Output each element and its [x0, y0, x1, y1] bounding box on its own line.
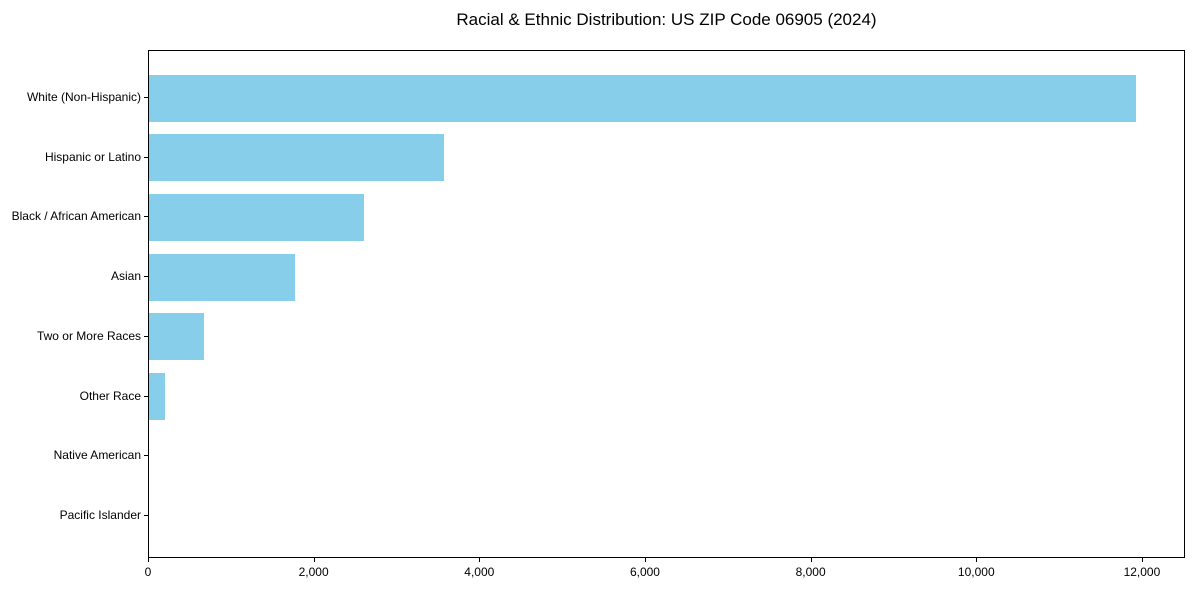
y-tick-mark: [144, 216, 148, 218]
x-tick-label-4000: 4,000: [464, 565, 495, 579]
y-tick-mark: [144, 335, 148, 337]
bar-other-race: [149, 373, 165, 420]
y-tick-label-hispanic-or-latino: Hispanic or Latino: [44, 149, 141, 164]
x-tick-label-8000: 8,000: [795, 565, 826, 579]
y-tick-mark: [144, 395, 148, 397]
x-tick-mark: [148, 558, 149, 562]
x-tick-mark: [313, 558, 315, 562]
y-tick-mark: [144, 156, 148, 158]
x-tick-mark: [479, 558, 481, 562]
x-tick-label-0: 0: [144, 565, 152, 579]
x-tick-mark: [1141, 558, 1143, 562]
y-tick-label-two-or-more-races: Two or More Races: [36, 328, 141, 343]
bar-asian: [149, 253, 295, 301]
x-tick-label-2000: 2,000: [298, 565, 329, 579]
y-tick-label-other-race: Other Race: [79, 388, 141, 403]
x-tick-label-6000: 6,000: [629, 565, 660, 579]
y-tick-label-pacific-islander: Pacific Islander: [59, 507, 141, 522]
y-tick-label-white-non-hispanic: White (Non-Hispanic): [26, 90, 141, 104]
y-tick-mark: [144, 97, 148, 98]
y-tick-mark: [144, 455, 148, 457]
plot-area: [148, 50, 1185, 558]
x-tick-mark: [644, 558, 646, 562]
y-tick-mark: [144, 514, 148, 516]
x-tick-label-10000: 10,000: [957, 565, 995, 579]
x-tick-mark: [976, 558, 978, 562]
y-tick-mark: [144, 276, 148, 278]
bar-two-or-more-races: [149, 313, 204, 361]
y-tick-label-native-american: Native American: [53, 448, 141, 463]
chart-title: Racial & Ethnic Distribution: US ZIP Cod…: [456, 10, 877, 29]
y-tick-label-black-african-american: Black / African American: [11, 209, 141, 224]
y-tick-label-asian: Asian: [110, 269, 141, 284]
bar-black-african-american: [149, 193, 365, 241]
x-tick-label-12000: 12,000: [1123, 565, 1161, 579]
bar-white-non-hispanic: [149, 74, 1137, 122]
x-tick-mark: [810, 558, 812, 562]
bar-hispanic-or-latino: [149, 134, 444, 182]
